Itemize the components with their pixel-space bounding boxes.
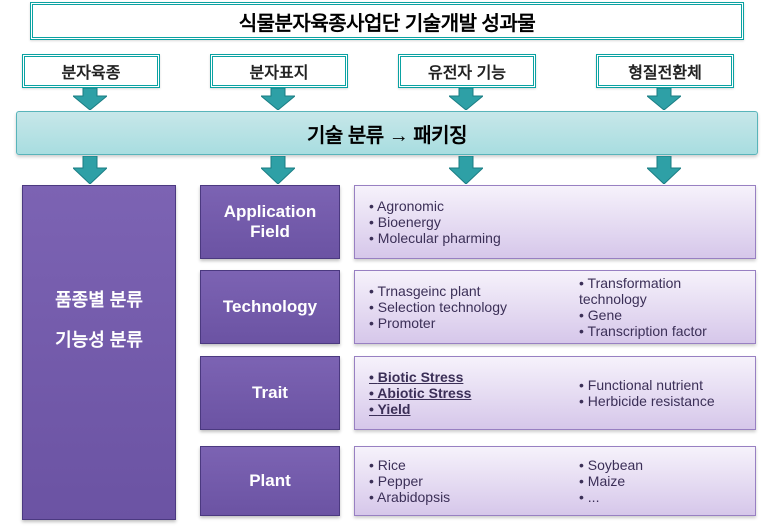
category-label-1: 분자육종 [62, 59, 121, 83]
list-item: Transcription factor [579, 323, 741, 339]
list-item: Bioenergy [369, 214, 539, 230]
header-title: 식물분자육종사업단 기술개발 성과물 [239, 7, 536, 36]
list-item: Maize [579, 473, 643, 489]
arrow-down-icon [261, 156, 295, 178]
list-item: Pepper [369, 473, 539, 489]
left-classification-column: 품종별 분류 기능성 분류 [22, 185, 176, 520]
row-trait: Trait Biotic Stress Abiotic Stress Yield… [200, 356, 756, 430]
list-item: Gene [579, 307, 741, 323]
list-item: Abiotic Stress [369, 385, 539, 401]
list-item: Rice [369, 457, 539, 473]
list-item: Trnasgeinc plant [369, 283, 539, 299]
row-label-application: Application Field [200, 185, 340, 259]
list-plant-left: Rice Pepper Arabidopsis [369, 457, 539, 505]
arrow-down-icon [73, 156, 107, 178]
arrow-down-icon [261, 88, 295, 110]
row-panel-technology: Trnasgeinc plant Selection technology Pr… [354, 270, 756, 344]
left-col-line1: 품종별 분류 [55, 286, 143, 312]
list-item: Molecular pharming [369, 230, 539, 246]
list-item: Agronomic [369, 198, 539, 214]
list-application-left: Agronomic Bioenergy Molecular pharming [369, 198, 539, 246]
list-item: Promoter [369, 315, 539, 331]
category-label-2: 분자표지 [250, 59, 309, 83]
arrow-down-icon [647, 88, 681, 110]
category-row: 분자육종 분자표지 유전자 기능 형질전환체 [0, 54, 774, 92]
header-title-box: 식물분자육종사업단 기술개발 성과물 [30, 2, 744, 40]
arrow-down-icon [449, 156, 483, 178]
list-item: Soybean [579, 457, 643, 473]
list-plant-right: Soybean Maize ... [579, 457, 643, 505]
tech-classification-bar: 기술 분류 → 패키징 [16, 111, 758, 155]
list-item: Selection technology [369, 299, 539, 315]
tech-bar-label: 기술 분류 → 패키징 [307, 119, 467, 148]
arrow-down-icon [449, 88, 483, 110]
list-technology-left: Trnasgeinc plant Selection technology Pr… [369, 283, 539, 331]
row-panel-application: Agronomic Bioenergy Molecular pharming [354, 185, 756, 259]
row-label-technology: Technology [200, 270, 340, 344]
list-item: Functional nutrient [579, 377, 715, 393]
category-label-3: 유전자 기능 [428, 59, 506, 83]
category-box-2: 분자표지 [210, 54, 348, 88]
row-plant: Plant Rice Pepper Arabidopsis Soybean Ma… [200, 446, 756, 516]
category-box-3: 유전자 기능 [398, 54, 536, 88]
arrow-down-icon [647, 156, 681, 178]
list-technology-right: Transformation technology Gene Transcrip… [579, 275, 741, 339]
list-item: Transformation technology [579, 275, 741, 307]
list-item: ... [579, 489, 643, 505]
row-application-field: Application Field Agronomic Bioenergy Mo… [200, 185, 756, 259]
row-panel-plant: Rice Pepper Arabidopsis Soybean Maize ..… [354, 446, 756, 516]
list-trait-left: Biotic Stress Abiotic Stress Yield [369, 369, 539, 417]
category-box-1: 분자육종 [22, 54, 160, 88]
list-item: Yield [369, 401, 539, 417]
list-trait-right: Functional nutrient Herbicide resistance [579, 377, 715, 409]
list-item: Arabidopsis [369, 489, 539, 505]
row-panel-trait: Biotic Stress Abiotic Stress Yield Funct… [354, 356, 756, 430]
row-label-plant: Plant [200, 446, 340, 516]
list-item: Biotic Stress [369, 369, 539, 385]
category-label-4: 형질전환체 [628, 59, 702, 83]
row-label-trait: Trait [200, 356, 340, 430]
row-technology: Technology Trnasgeinc plant Selection te… [200, 270, 756, 344]
list-item: Herbicide resistance [579, 393, 715, 409]
arrow-down-icon [73, 88, 107, 110]
left-col-line2: 기능성 분류 [55, 326, 143, 352]
category-box-4: 형질전환체 [596, 54, 734, 88]
